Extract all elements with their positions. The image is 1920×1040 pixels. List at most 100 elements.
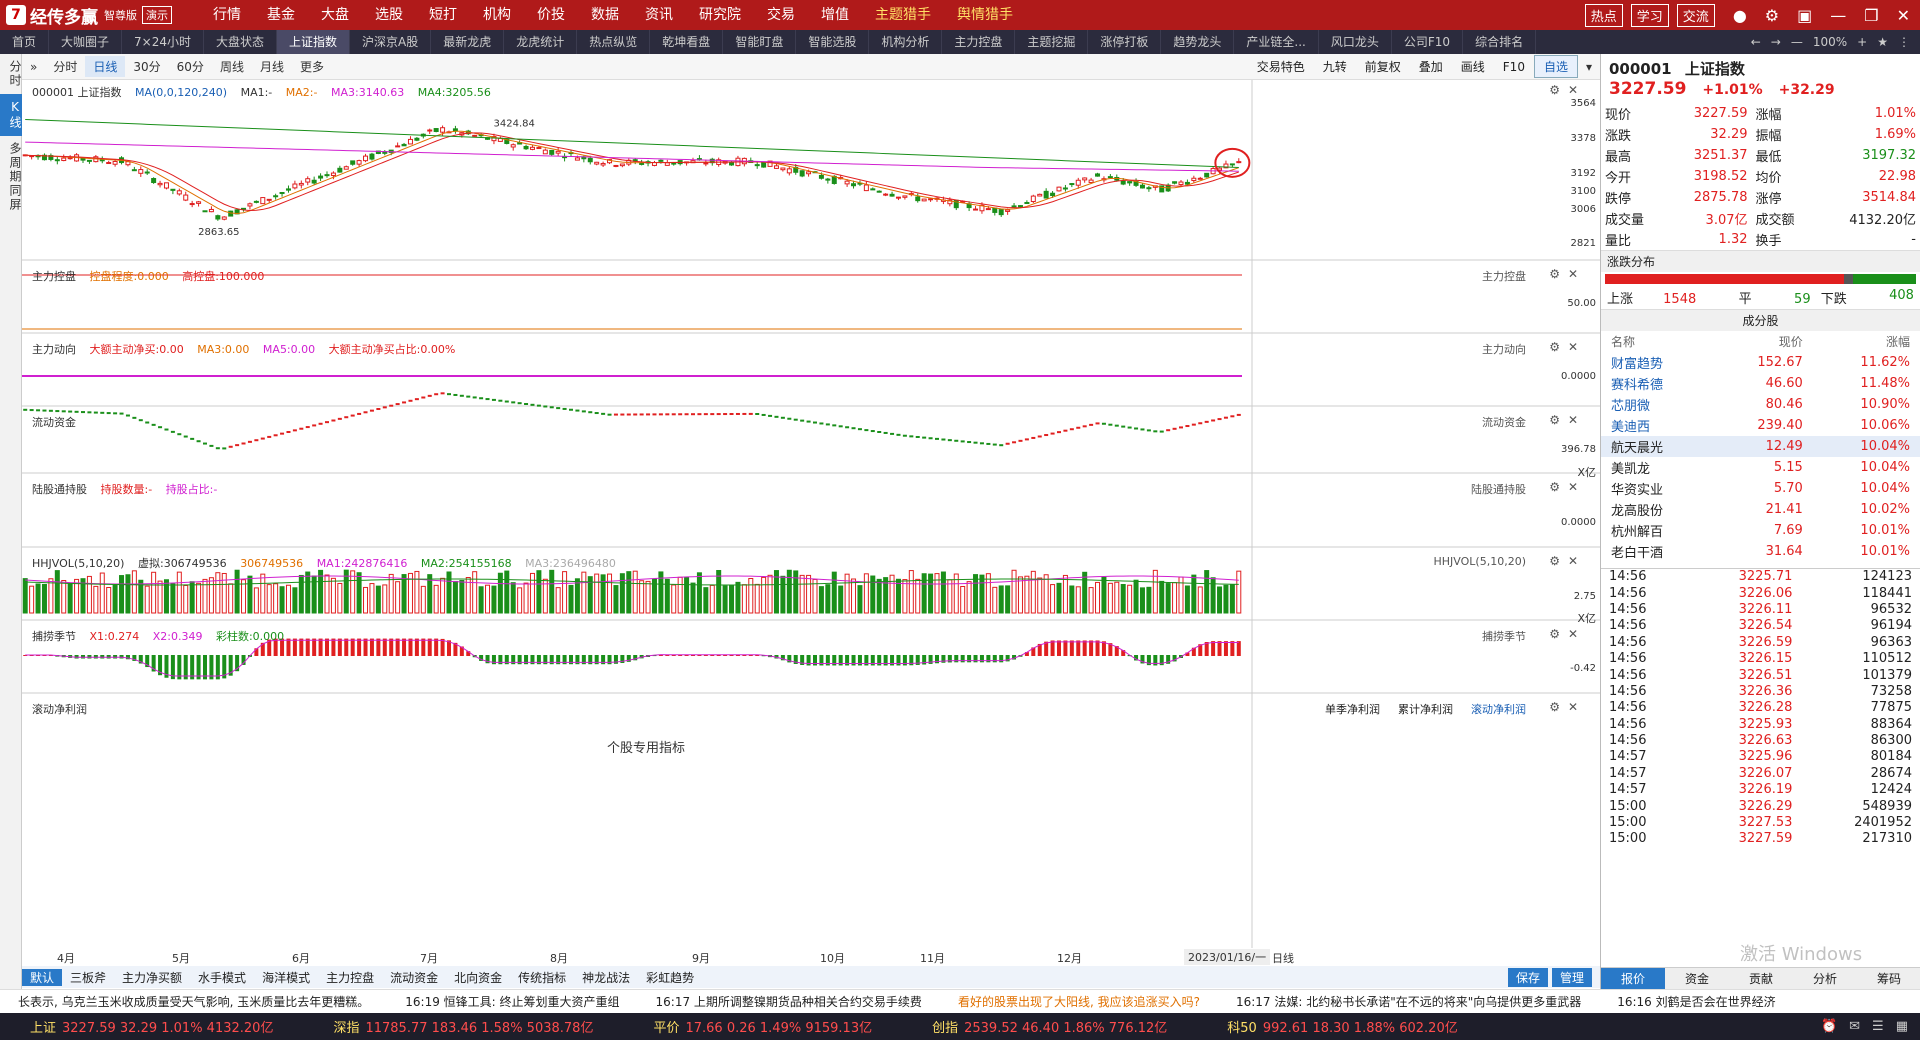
- indicator-preset-8[interactable]: 传统指标: [518, 970, 567, 985]
- pane-settings-icon[interactable]: ⚙: [1549, 554, 1560, 568]
- tab-13[interactable]: 主力控盘: [942, 30, 1016, 54]
- view-tab-2[interactable]: 多周期同屏: [8, 142, 22, 212]
- tab-9[interactable]: 乾坤看盘: [650, 30, 724, 54]
- period-6[interactable]: 更多: [299, 60, 324, 74]
- talk-button[interactable]: 交流: [1676, 3, 1715, 27]
- period-3[interactable]: 60分: [176, 60, 204, 74]
- index-ticker-item[interactable]: 科50 992.61 18.30 1.88% 602.20亿: [1197, 1017, 1487, 1036]
- constituent-row[interactable]: 杭州解百 7.69 10.01%: [1601, 520, 1920, 541]
- pane-close-icon[interactable]: ✕: [1567, 413, 1578, 427]
- close-icon[interactable]: ✕: [1896, 5, 1910, 25]
- back-icon[interactable]: ←: [1750, 35, 1761, 49]
- menu-item-5[interactable]: 机构: [483, 7, 511, 23]
- indicator-preset-6[interactable]: 流动资金: [390, 970, 439, 985]
- zoom-in-icon[interactable]: +: [1857, 35, 1868, 49]
- chart-tool-6[interactable]: 自选: [1533, 55, 1578, 78]
- indicator-preset-0[interactable]: 默认: [22, 968, 63, 986]
- manage-button[interactable]: 管理: [1551, 967, 1592, 987]
- news-item[interactable]: 16:17 法媒: 北约秘书长承诺"在不远的将来"向乌提供更多重武器: [1235, 995, 1582, 1009]
- skin-icon[interactable]: ▣: [1797, 5, 1813, 25]
- news-item[interactable]: 长表示, 乌克兰玉米收成质量受天气影响, 玉米质量比去年更糟糕。: [18, 995, 370, 1009]
- menu-item-7[interactable]: 数据: [591, 7, 619, 23]
- constituent-row[interactable]: 老白干酒 31.64 10.01%: [1601, 541, 1920, 562]
- collapse-icon[interactable]: »: [30, 59, 38, 74]
- index-ticker-item[interactable]: 深指 11785.77 183.46 1.58% 5038.78亿: [303, 1017, 623, 1036]
- period-1[interactable]: 日线: [85, 56, 126, 77]
- chart-tool-2[interactable]: 前复权: [1364, 60, 1401, 74]
- chat-icon[interactable]: ✉: [1849, 1019, 1861, 1034]
- minimize-icon[interactable]: —: [1830, 5, 1847, 25]
- tab-10[interactable]: 智能盯盘: [723, 30, 797, 54]
- chart-tool-1[interactable]: 九转: [1322, 60, 1347, 74]
- pane-settings-icon[interactable]: ⚙: [1549, 700, 1560, 714]
- tab-0[interactable]: 首页: [0, 30, 50, 54]
- quote-tab-3[interactable]: 分析: [1812, 972, 1837, 986]
- chart-canvas[interactable]: 3424.84 2863.65: [22, 80, 1600, 948]
- period-5[interactable]: 月线: [259, 60, 284, 74]
- tab-19[interactable]: 公司F10: [1392, 30, 1464, 54]
- learn-button[interactable]: 学习: [1630, 3, 1669, 27]
- view-tab-1[interactable]: K线: [0, 94, 22, 136]
- menu-item-11[interactable]: 增值: [821, 7, 849, 23]
- alarm-icon[interactable]: ⏰: [1820, 1019, 1838, 1034]
- period-4[interactable]: 周线: [219, 60, 244, 74]
- tab-3[interactable]: 大盘状态: [204, 30, 278, 54]
- constituent-row[interactable]: 龙高股份 21.41 10.02%: [1601, 499, 1920, 520]
- more-icon[interactable]: ⋮: [1898, 35, 1910, 49]
- pane-close-icon[interactable]: ✕: [1567, 480, 1578, 494]
- tab-4[interactable]: 上证指数: [277, 30, 351, 54]
- constituent-row[interactable]: 华资实业 5.70 10.04%: [1601, 478, 1920, 499]
- ma-setting[interactable]: MA(0,0,120,240): [135, 86, 228, 99]
- tab-11[interactable]: 智能选股: [796, 30, 870, 54]
- tab-5[interactable]: 沪深京A股: [350, 30, 432, 54]
- quote-tab-1[interactable]: 资金: [1684, 972, 1709, 986]
- news-item[interactable]: 16:19 恒锋工具: 终止筹划重大资产重组: [405, 995, 620, 1009]
- news-item[interactable]: 看好的股票出现了大阳线, 我应该追涨买入吗?: [957, 995, 1200, 1009]
- indicator-preset-9[interactable]: 神龙战法: [582, 970, 631, 985]
- pane-settings-icon[interactable]: ⚙: [1549, 83, 1560, 97]
- chart-tool-0[interactable]: 交易特色: [1256, 60, 1305, 74]
- tab-7[interactable]: 龙虎统计: [504, 30, 578, 54]
- tab-14[interactable]: 主题挖掘: [1015, 30, 1089, 54]
- pane-close-icon[interactable]: ✕: [1567, 340, 1578, 354]
- constituent-row[interactable]: 美迪西 239.40 10.06%: [1601, 415, 1920, 436]
- chart-more-icon[interactable]: ▾: [1585, 59, 1592, 74]
- menu-item-6[interactable]: 价投: [537, 7, 565, 23]
- tab-2[interactable]: 7×24小时: [122, 30, 204, 54]
- view-tab-0[interactable]: 分时: [8, 60, 22, 88]
- tab-17[interactable]: 产业链全...: [1234, 30, 1319, 54]
- constituent-row[interactable]: 美凯龙 5.15 10.04%: [1601, 457, 1920, 478]
- grid-icon[interactable]: ▦: [1895, 1019, 1908, 1034]
- quote-tab-2[interactable]: 贡献: [1748, 972, 1773, 986]
- constituent-row[interactable]: 航天晨光 12.49 10.04%: [1601, 436, 1920, 457]
- index-ticker-item[interactable]: 平价 17.66 0.26 1.49% 9159.13亿: [623, 1017, 902, 1036]
- save-button[interactable]: 保存: [1507, 967, 1548, 987]
- tab-18[interactable]: 风口龙头: [1319, 30, 1392, 54]
- news-item[interactable]: 16:17 上期所调整镍期货品种相关合约交易手续费: [655, 995, 922, 1009]
- tab-16[interactable]: 趋势龙头: [1161, 30, 1235, 54]
- cumulative-profit-button[interactable]: 累计净利润: [1398, 703, 1453, 716]
- menu-item-13[interactable]: 舆情猎手: [957, 7, 1013, 23]
- user-icon[interactable]: ●: [1732, 5, 1747, 25]
- pane-close-icon[interactable]: ✕: [1567, 627, 1578, 641]
- pane-settings-icon[interactable]: ⚙: [1549, 627, 1560, 641]
- menu-item-8[interactable]: 资讯: [645, 7, 673, 23]
- forward-icon[interactable]: →: [1770, 35, 1781, 49]
- tab-8[interactable]: 热点纵览: [577, 30, 651, 54]
- tab-1[interactable]: 大咖圈子: [49, 30, 123, 54]
- pane-settings-icon[interactable]: ⚙: [1549, 413, 1560, 427]
- restore-icon[interactable]: ❐: [1864, 5, 1879, 25]
- indicator-preset-10[interactable]: 彩虹趋势: [646, 970, 695, 985]
- quote-tab-0[interactable]: 报价: [1601, 968, 1665, 989]
- constituent-row[interactable]: 赛科希德 46.60 11.48%: [1601, 373, 1920, 394]
- period-2[interactable]: 30分: [133, 60, 161, 74]
- hot-button[interactable]: 热点: [1584, 3, 1623, 27]
- tab-6[interactable]: 最新龙虎: [431, 30, 505, 54]
- menu-item-4[interactable]: 短打: [429, 7, 457, 23]
- chart-tool-5[interactable]: F10: [1502, 59, 1525, 74]
- quarter-profit-button[interactable]: 单季净利润: [1325, 703, 1380, 716]
- index-ticker-item[interactable]: 创指 2539.52 46.40 1.86% 776.12亿: [902, 1017, 1197, 1036]
- star-icon[interactable]: ★: [1877, 35, 1888, 49]
- zoom-out-icon[interactable]: —: [1790, 35, 1803, 49]
- chart-tool-3[interactable]: 叠加: [1418, 60, 1443, 74]
